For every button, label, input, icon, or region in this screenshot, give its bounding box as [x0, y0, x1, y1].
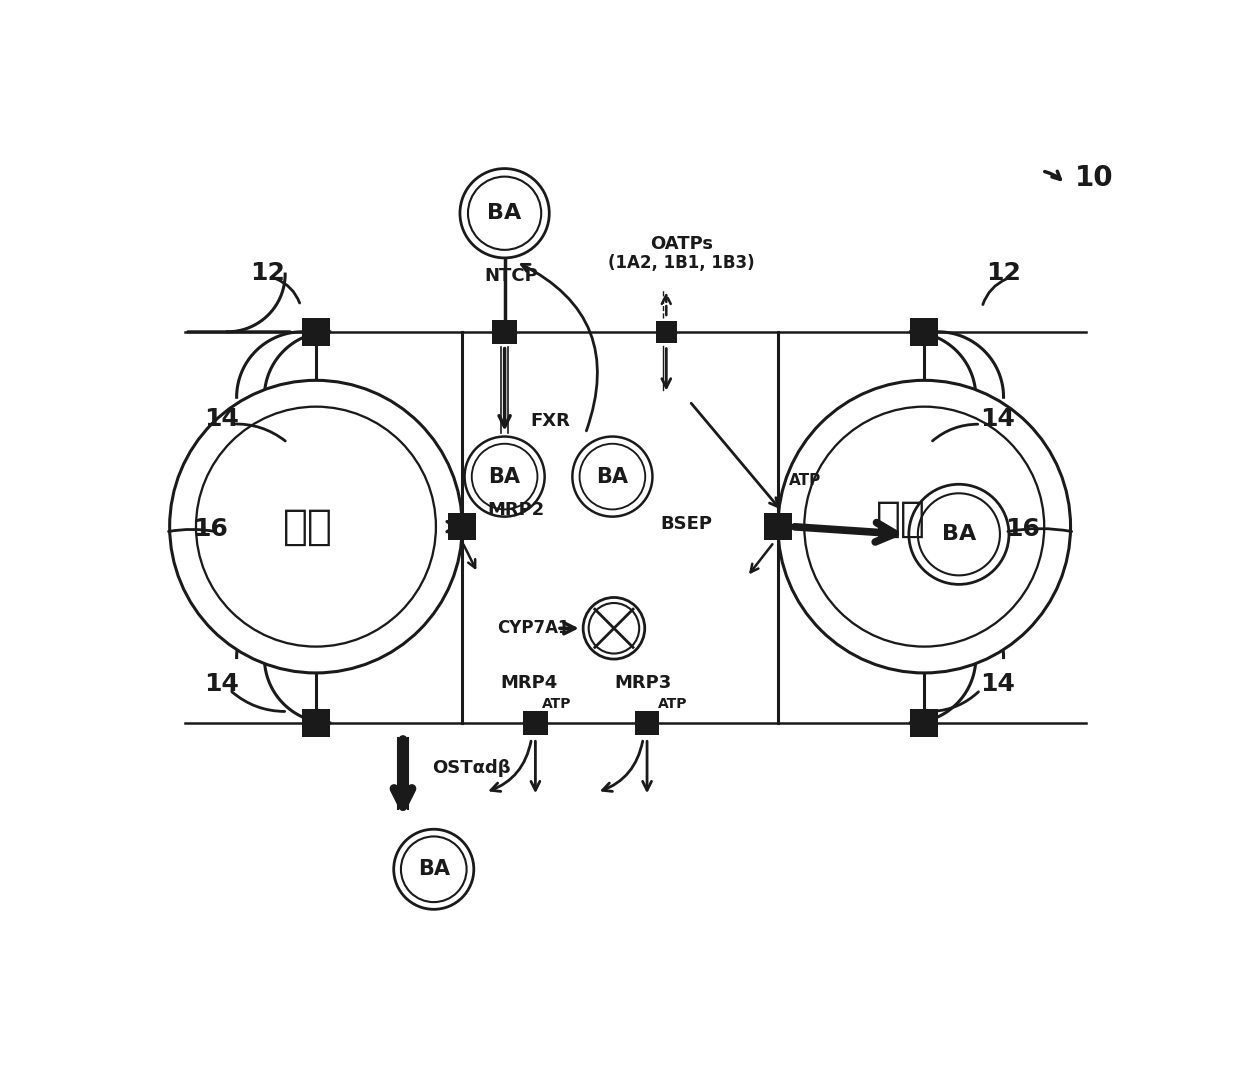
Text: CYP7A1: CYP7A1	[497, 619, 569, 637]
FancyArrowPatch shape	[603, 741, 642, 791]
Text: 16: 16	[1006, 517, 1040, 541]
Circle shape	[909, 485, 1009, 584]
FancyArrowPatch shape	[1008, 529, 1071, 531]
Text: 10: 10	[1074, 164, 1114, 192]
Bar	[910, 318, 939, 346]
Bar	[449, 513, 476, 541]
Text: 胆汁: 胆汁	[283, 505, 334, 547]
Bar	[656, 321, 677, 343]
Text: 14: 14	[981, 406, 1016, 430]
Text: ATP: ATP	[657, 697, 687, 711]
FancyArrowPatch shape	[932, 424, 977, 441]
Text: 16: 16	[192, 517, 228, 541]
Text: 14: 14	[205, 406, 239, 430]
Text: MRP3: MRP3	[615, 674, 672, 692]
Circle shape	[573, 437, 652, 517]
Text: BA: BA	[941, 525, 976, 544]
Text: BSEP: BSEP	[661, 515, 713, 533]
Bar	[910, 709, 939, 737]
Bar	[635, 711, 660, 735]
Bar	[523, 711, 548, 735]
FancyArrowPatch shape	[1045, 171, 1060, 179]
Text: 胆汁: 胆汁	[877, 498, 926, 540]
Text: BA: BA	[489, 466, 521, 487]
Text: ATP: ATP	[789, 473, 821, 488]
Circle shape	[394, 829, 474, 909]
Text: 12: 12	[250, 260, 285, 284]
Bar	[764, 513, 792, 541]
Text: FXR: FXR	[531, 412, 570, 430]
Circle shape	[777, 380, 1070, 673]
Text: OSTαdβ: OSTαdβ	[433, 760, 511, 777]
FancyArrowPatch shape	[934, 692, 978, 711]
FancyArrowPatch shape	[232, 692, 285, 711]
Text: (1A2, 1B1, 1B3): (1A2, 1B1, 1B3)	[609, 254, 755, 271]
Bar	[492, 320, 517, 344]
Text: BA: BA	[418, 860, 450, 879]
Circle shape	[460, 169, 549, 258]
Bar	[303, 318, 330, 346]
Text: 14: 14	[205, 672, 239, 697]
Text: BA: BA	[487, 203, 522, 223]
FancyArrowPatch shape	[521, 264, 598, 430]
Text: OATPs: OATPs	[650, 235, 713, 253]
FancyArrowPatch shape	[169, 529, 216, 531]
Bar	[303, 709, 330, 737]
FancyArrowPatch shape	[277, 279, 300, 304]
Text: ATP: ATP	[542, 697, 572, 711]
FancyArrowPatch shape	[232, 424, 285, 441]
Text: BA: BA	[596, 466, 629, 487]
Text: MRP4: MRP4	[501, 674, 558, 692]
Circle shape	[465, 437, 544, 517]
Text: NTCP: NTCP	[484, 268, 538, 285]
FancyArrowPatch shape	[983, 279, 1007, 305]
Circle shape	[583, 597, 645, 659]
Text: MRP2: MRP2	[487, 501, 544, 518]
FancyArrowPatch shape	[491, 741, 531, 791]
Text: 12: 12	[986, 260, 1021, 284]
Circle shape	[170, 380, 463, 673]
Text: 14: 14	[981, 672, 1016, 697]
